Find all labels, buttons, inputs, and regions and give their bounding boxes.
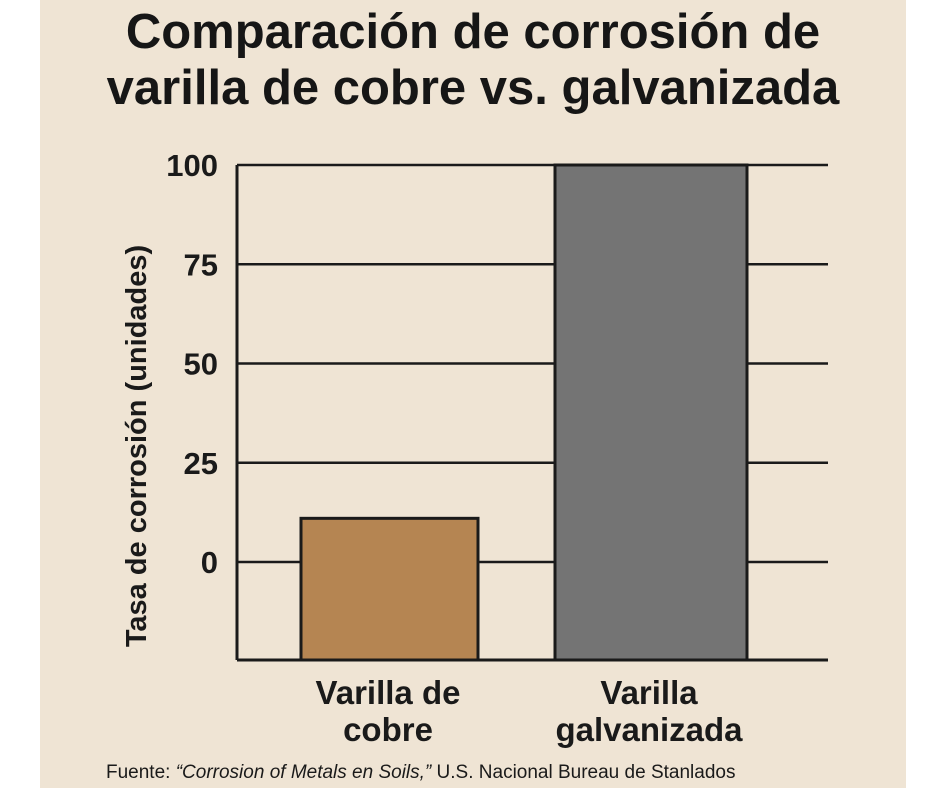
source-publisher: U.S. Nacional Bureau de Stanlados bbox=[431, 762, 736, 783]
y-tick-label-100: 100 bbox=[166, 148, 218, 183]
x-tick-label-1-line-1: Varilla de bbox=[316, 674, 461, 711]
x-tick-label-2-line-1: Varilla bbox=[600, 674, 698, 711]
bar-1 bbox=[299, 516, 480, 662]
x-tick-label-1-line-2: cobre bbox=[343, 711, 433, 748]
y-axis-label: Tasa de corrosión (unidades) bbox=[121, 245, 153, 647]
x-tick-label-2-line-2: galvanizada bbox=[555, 711, 743, 748]
source-title: “Corrosion of Metals en Soils,” bbox=[175, 762, 432, 783]
chart-title-line-2: varilla de cobre vs. galvanizada bbox=[106, 61, 840, 115]
source-prefix: Fuente: bbox=[106, 762, 176, 783]
y-tick-label-0: 0 bbox=[201, 545, 218, 580]
y-tick-label-50: 50 bbox=[184, 347, 218, 382]
chart-title: Comparación de corrosión de varilla de c… bbox=[40, 4, 906, 116]
bar-2 bbox=[553, 163, 749, 662]
y-tick-label-25: 25 bbox=[184, 446, 218, 481]
source-note: Fuente: “Corrosion of Metals en Soils,” … bbox=[106, 762, 866, 784]
y-tick-label-75: 75 bbox=[184, 247, 218, 282]
chart-title-line-1: Comparación de corrosión de bbox=[125, 5, 821, 59]
